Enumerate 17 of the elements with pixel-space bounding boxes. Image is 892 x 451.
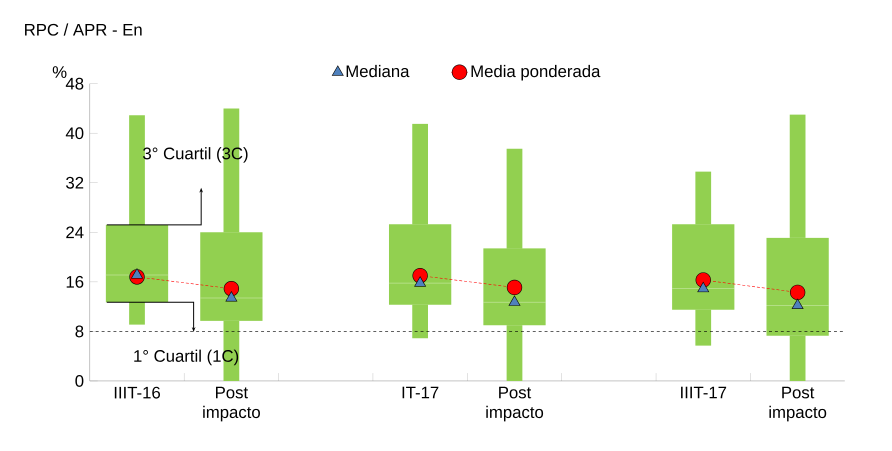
y-tick-label: 0 — [75, 375, 84, 387]
legend-label: Mediana — [346, 64, 410, 78]
y-tick-label: 16 — [66, 276, 84, 288]
x-tick-label: IIIT-17 — [681, 386, 726, 398]
legend-label: Media ponderada — [472, 64, 600, 81]
x-tick-label: IIIT-16 — [114, 386, 160, 399]
x-tick-label: IT-17 — [402, 386, 438, 398]
y-tick-label: 32 — [66, 176, 84, 189]
y-tick-label: 24 — [66, 226, 84, 238]
y-tick-label: 8 — [75, 326, 84, 338]
y-tick-label: 48 — [66, 78, 84, 90]
x-tick-label: Post impacto — [769, 386, 826, 422]
chart-subtitle: RPC / APR - En — [25, 23, 142, 36]
y-tick-label: 40 — [66, 127, 84, 140]
x-tick-label: Post impacto — [203, 386, 260, 422]
x-tick-label: Post impacto — [486, 386, 544, 422]
y-axis-title: % — [52, 66, 66, 78]
